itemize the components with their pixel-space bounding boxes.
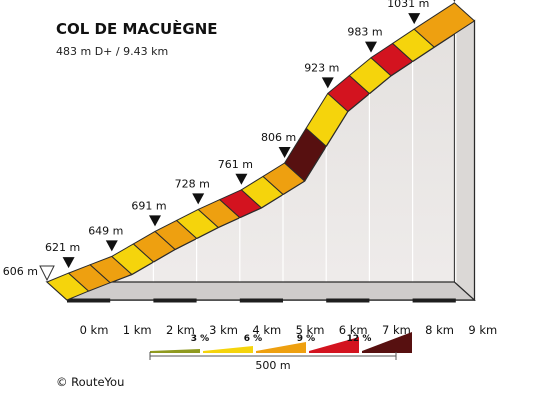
start-marker-icon bbox=[39, 265, 55, 282]
elevation-label: 1031 m bbox=[387, 0, 429, 10]
km-tick-label: 1 km bbox=[123, 323, 152, 337]
legend-label: 3 % bbox=[191, 334, 209, 344]
elevation-label: 621 m bbox=[45, 241, 80, 254]
km-tick-label: 7 km bbox=[382, 323, 411, 337]
legend-label: 9 % bbox=[297, 334, 315, 344]
km-marker-icon bbox=[149, 215, 161, 227]
km-tick-label: 5 km bbox=[296, 323, 325, 337]
km-tick-label: 9 km bbox=[468, 323, 497, 337]
legend-label: 6 % bbox=[244, 334, 262, 344]
elevation-labels: 606 m 621 m 649 m 691 m 728 m 761 m 806 m 923 m… bbox=[3, 0, 456, 282]
km-marker-icon bbox=[192, 193, 205, 205]
gradient-segment bbox=[413, 2, 475, 48]
elevation-label: 728 m bbox=[175, 177, 210, 190]
elevation-label: 691 m bbox=[131, 199, 166, 212]
km-axis: 0 km 1 km 2 km 3 km 4 km 5 km 6 km 7 km 8 km 9 km bbox=[80, 323, 498, 337]
km-tick-label: 3 km bbox=[209, 323, 238, 337]
elevation-label: 761 m bbox=[218, 158, 253, 171]
legend-label: 12 % bbox=[347, 334, 372, 344]
legend-swatch bbox=[362, 332, 412, 353]
km-marker-icon bbox=[321, 77, 334, 89]
profile-gradient-segments bbox=[46, 2, 475, 301]
profile-base bbox=[45, 281, 476, 303]
km-marker-icon bbox=[278, 147, 291, 158]
km-marker-icon bbox=[105, 240, 118, 252]
km-tick-label: 8 km bbox=[425, 323, 454, 337]
km-marker-icon bbox=[62, 257, 75, 269]
profile-end-cap bbox=[453, 1, 475, 302]
km-marker-icon bbox=[365, 41, 377, 53]
profile-base-strip bbox=[45, 281, 476, 301]
elevation-label: 606 m bbox=[3, 265, 38, 278]
legend-swatch bbox=[150, 349, 200, 353]
elevation-label: 806 m bbox=[261, 131, 296, 144]
km-tick-label: 2 km bbox=[166, 323, 195, 337]
legend-swatch bbox=[256, 342, 306, 353]
km-tick-label: 4 km bbox=[252, 323, 281, 337]
elevation-label: 649 m bbox=[88, 224, 123, 237]
elevation-label: 923 m bbox=[304, 61, 339, 74]
km-marker-icon bbox=[235, 173, 248, 185]
elevation-label: 983 m bbox=[347, 26, 382, 39]
legend-swatch bbox=[203, 346, 253, 353]
km-marker-icon bbox=[408, 13, 421, 25]
end-marker-icon bbox=[453, 0, 456, 3]
km-tick-label: 0 km bbox=[80, 323, 109, 337]
gradient-legend: 3 % 6 % 9 % 12 % bbox=[150, 332, 412, 353]
chart-title: COL DE MACUÈGNE bbox=[56, 19, 218, 38]
chart-subtitle: 483 m D+ / 9.43 km bbox=[56, 45, 168, 58]
km-tick-label: 6 km bbox=[339, 323, 368, 337]
legend-swatch bbox=[309, 337, 359, 353]
copyright-text: © RouteYou bbox=[56, 375, 124, 389]
scale-label: 500 m bbox=[255, 359, 290, 372]
distance-scale: 500 m bbox=[149, 352, 397, 372]
